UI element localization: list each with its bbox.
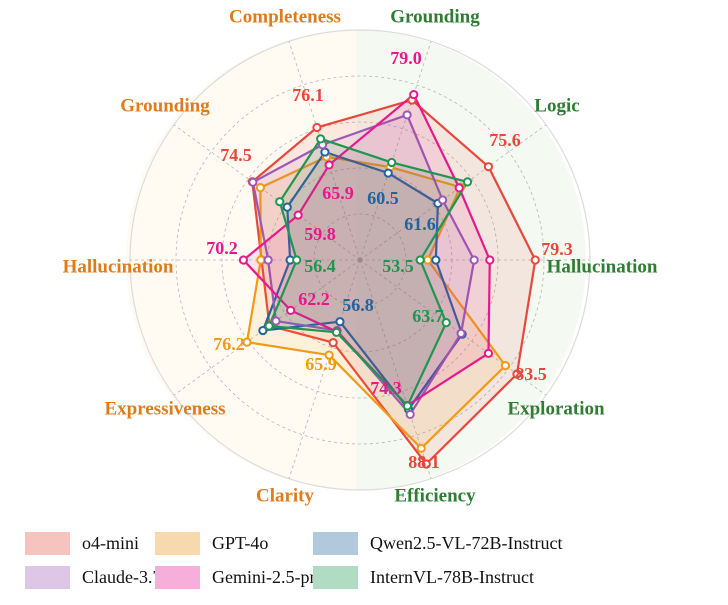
data-label: 76.2: [213, 334, 245, 354]
data-point-InternVL-78B-Instruct: [415, 255, 425, 265]
data-label: 74.3: [370, 378, 402, 398]
data-point-o4-mini: [512, 369, 522, 379]
data-label: 79.0: [390, 48, 422, 68]
data-label: 74.5: [220, 145, 252, 165]
axis-label: Grounding: [390, 6, 480, 27]
data-label: 70.2: [206, 238, 238, 258]
data-point-GPT-4o: [324, 350, 334, 360]
data-point-Qwen2.5-VL-72B-Instruct: [282, 202, 292, 212]
data-point-GPT-4o: [423, 255, 433, 265]
data-point-Gemini-2.5-pro: [454, 183, 464, 193]
data-point-Gemini-2.5-pro: [409, 89, 419, 100]
data-point-Claude-3.7: [263, 255, 273, 265]
axis-label: Efficiency: [394, 485, 476, 506]
axis-label: Clarity: [256, 485, 315, 506]
data-point-GPT-4o: [500, 361, 511, 371]
data-point-Claude-3.7: [456, 328, 466, 339]
data-point-GPT-4o: [242, 337, 252, 347]
data-point-Qwen2.5-VL-72B-Instruct: [431, 255, 441, 265]
center-dot: [357, 257, 363, 263]
data-point-Claude-3.7: [402, 110, 412, 120]
axis-spoke: [359, 259, 547, 396]
data-label: 61.6: [404, 214, 436, 234]
data-label: 63.7: [412, 306, 444, 326]
data-point-GPT-4o: [256, 255, 266, 265]
data-label: 65.9: [305, 354, 337, 374]
data-label: 75.6: [489, 130, 521, 150]
data-point-InternVL-78B-Instruct: [331, 327, 342, 337]
axis-label: Exploration: [507, 398, 605, 419]
axis-label: Hallucination: [547, 256, 658, 277]
data-point-Claude-3.7: [405, 409, 415, 419]
data-point-InternVL-78B-Instruct: [264, 321, 274, 331]
data-point-GPT-4o: [416, 443, 426, 453]
grid-ring: [313, 213, 407, 307]
axis-label: Grounding: [120, 95, 210, 116]
data-point-Gemini-2.5-pro: [286, 305, 296, 315]
data-point-InternVL-78B-Instruct: [387, 157, 397, 168]
data-label: 83.5: [515, 364, 547, 384]
axis-spoke: [359, 259, 432, 479]
data-label: 62.2: [298, 289, 330, 309]
data-label: 65.9: [322, 183, 354, 203]
data-point-InternVL-78B-Instruct: [316, 134, 326, 144]
data-label: 88.1: [408, 452, 440, 472]
axis-label: Completeness: [229, 6, 341, 27]
data-label: 53.5: [382, 256, 414, 276]
data-label: 60.5: [367, 188, 399, 208]
axis-spoke: [359, 41, 432, 261]
data-point-Qwen2.5-VL-72B-Instruct: [383, 168, 393, 178]
data-point-o4-mini: [530, 255, 540, 265]
axis-label: Logic: [534, 95, 579, 116]
data-label: 76.1: [292, 85, 324, 105]
axis-spoke: [288, 259, 361, 479]
data-point-o4-mini: [421, 459, 431, 469]
data-point-o4-mini: [312, 122, 322, 133]
data-point-Gemini-2.5-pro: [324, 160, 334, 170]
data-point-Claude-3.7: [248, 177, 258, 187]
data-point-GPT-4o: [255, 183, 265, 193]
axis-spoke: [359, 124, 547, 261]
axis-label: Hallucination: [63, 256, 174, 277]
data-point-Gemini-2.5-pro: [238, 255, 249, 265]
data-label: 79.3: [541, 239, 573, 259]
data-point-Claude-3.7: [271, 316, 281, 326]
axis-spoke: [173, 124, 361, 261]
data-point-o4-mini: [328, 337, 338, 348]
data-point-Gemini-2.5-pro: [293, 210, 303, 220]
data-point-Qwen2.5-VL-72B-Instruct: [335, 317, 345, 327]
data-point-Claude-3.7: [438, 195, 448, 205]
data-point-InternVL-78B-Instruct: [402, 401, 413, 411]
grid-ring: [175, 75, 545, 445]
data-label: 59.8: [304, 224, 336, 244]
data-point-InternVL-78B-Instruct: [462, 177, 473, 187]
data-label: 56.8: [342, 295, 374, 315]
axis-label: Expressiveness: [104, 398, 225, 419]
data-point-o4-mini: [483, 162, 494, 172]
data-point-Gemini-2.5-pro: [483, 348, 494, 358]
data-point-InternVL-78B-Instruct: [292, 255, 302, 265]
data-point-Qwen2.5-VL-72B-Instruct: [320, 147, 330, 157]
data-point-Qwen2.5-VL-72B-Instruct: [258, 325, 268, 336]
data-point-InternVL-78B-Instruct: [275, 197, 285, 207]
data-label: 56.4: [304, 256, 336, 276]
data-point-Claude-3.7: [469, 255, 479, 265]
data-point-Gemini-2.5-pro: [485, 255, 495, 265]
data-point-InternVL-78B-Instruct: [441, 318, 451, 328]
